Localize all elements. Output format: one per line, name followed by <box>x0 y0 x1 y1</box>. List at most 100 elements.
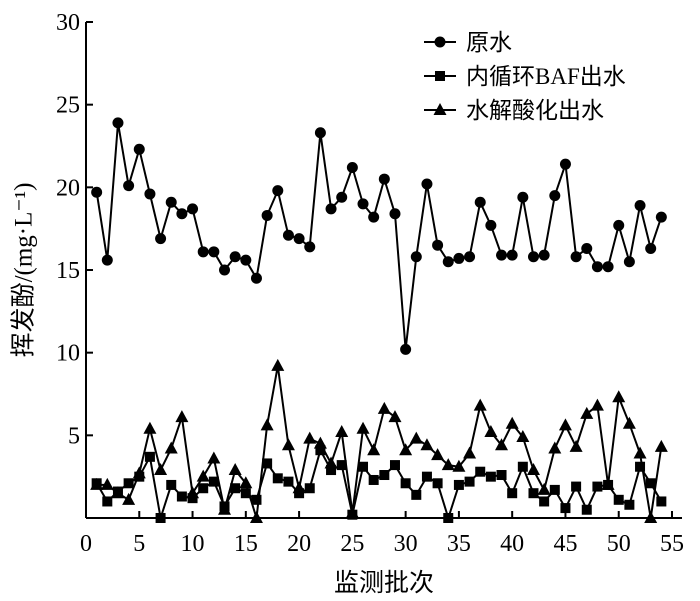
legend-entry-internal-baf-effluent: 内循环BAF出水 <box>424 64 626 89</box>
raw-water-point <box>464 251 476 263</box>
internal-baf-effluent-point <box>592 481 603 492</box>
internal-baf-effluent-point <box>571 481 582 492</box>
internal-baf-effluent-point <box>368 474 379 485</box>
series-group <box>90 117 668 523</box>
raw-water-point <box>112 117 124 129</box>
raw-water-point <box>485 219 497 231</box>
raw-water-point <box>208 246 220 258</box>
hydrolysis-acidification-effluent-point <box>399 443 413 456</box>
internal-baf-effluent-point <box>379 470 390 481</box>
hydrolysis-acidification-effluent-point <box>548 441 562 454</box>
raw-water-point <box>304 241 316 253</box>
raw-water-point <box>378 173 390 185</box>
internal-baf-effluent-point <box>453 479 464 490</box>
x-tick-label: 55 <box>660 531 684 557</box>
x-axis-title: 监测批次 <box>334 569 434 597</box>
raw-water-point <box>634 200 646 212</box>
hydrolysis-acidification-effluent-point <box>377 401 391 414</box>
raw-water-point <box>325 203 337 215</box>
internal-baf-effluent-point <box>549 484 560 495</box>
hydrolysis-acidification-effluent-point <box>239 476 253 489</box>
internal-baf-effluent-point <box>240 488 251 499</box>
internal-baf-effluent-point <box>645 478 656 489</box>
hydrolysis-acidification-effluent-point <box>452 459 466 472</box>
raw-water-point <box>240 254 252 266</box>
hydrolysis-acidification-effluent-point <box>313 436 327 449</box>
raw-water-point <box>591 261 603 273</box>
hydrolysis-acidification-effluent-point <box>654 439 668 452</box>
raw-water-point <box>410 251 422 263</box>
internal-baf-effluent-point <box>411 489 422 500</box>
hydrolysis-acidification-effluent-point <box>431 448 445 461</box>
raw-water-point <box>623 256 635 268</box>
hydrolysis-acidification-effluent-point <box>516 429 530 442</box>
raw-water-point <box>336 191 348 203</box>
legend-square-marker <box>435 71 445 81</box>
raw-water-point <box>282 229 294 241</box>
hydrolysis-acidification-effluent-point <box>633 446 647 459</box>
internal-baf-effluent-point <box>581 504 592 515</box>
x-tick-label: 30 <box>394 531 418 557</box>
raw-water-point <box>538 249 550 261</box>
internal-baf-effluent-point <box>517 461 528 472</box>
internal-baf-effluent-point <box>539 496 550 507</box>
raw-water-point <box>176 208 188 220</box>
internal-baf-effluent-point <box>251 494 262 505</box>
legend-entry-hydrolysis-acidification-effluent: 水解酸化出水 <box>424 98 604 123</box>
hydrolysis-acidification-effluent-point <box>388 410 402 423</box>
raw-water-point <box>400 343 412 355</box>
hydrolysis-acidification-effluent-point <box>601 477 615 490</box>
internal-baf-effluent-series <box>91 445 667 523</box>
internal-baf-effluent-point <box>336 460 347 471</box>
raw-water-point <box>421 178 433 190</box>
ticks: 5 10 15 20 25 30 0 5 10 15 20 25 30 35 40 45 50 55 <box>56 10 684 557</box>
hydrolysis-acidification-effluent-point <box>420 438 434 451</box>
internal-baf-effluent-point <box>358 461 369 472</box>
raw-water-point <box>645 243 657 255</box>
raw-water-point <box>123 180 135 192</box>
hydrolysis-acidification-effluent-point <box>580 406 594 419</box>
hydrolysis-acidification-effluent-point <box>644 511 658 523</box>
legend-label: 内循环BAF出水 <box>466 64 626 89</box>
y-axis-title: 挥发酚/(mg·L⁻¹) <box>10 183 38 358</box>
hydrolysis-acidification-effluent-point <box>612 390 626 403</box>
legend-label: 水解酸化出水 <box>466 98 604 123</box>
x-tick-label: 40 <box>500 531 524 557</box>
raw-water-line <box>95 121 663 351</box>
hydrolysis-acidification-effluent-point <box>186 486 200 499</box>
internal-baf-effluent-point <box>496 470 507 481</box>
internal-baf-effluent-point <box>166 479 177 490</box>
raw-water-point <box>250 272 262 284</box>
x-tick-label: 0 <box>80 531 92 557</box>
hydrolysis-acidification-effluent-point <box>175 410 189 423</box>
legend-circle-marker <box>434 36 446 48</box>
x-tick-label: 25 <box>340 531 364 557</box>
internal-baf-effluent-point <box>507 488 518 499</box>
raw-water-point <box>155 233 167 245</box>
raw-water-point <box>474 196 486 208</box>
hydrolysis-acidification-effluent-point <box>324 456 338 469</box>
raw-water-point <box>432 239 444 251</box>
raw-water-point <box>559 158 571 170</box>
hydrolysis-acidification-effluent-point <box>271 358 285 371</box>
hydrolysis-acidification-effluent-point <box>100 477 114 490</box>
internal-baf-effluent-point <box>198 483 209 494</box>
hydrolysis-acidification-effluent-point <box>526 463 540 476</box>
raw-water-point <box>581 243 593 255</box>
hydrolysis-acidification-effluent-point <box>569 439 583 452</box>
internal-baf-effluent-point <box>262 458 273 469</box>
hydrolysis-acidification-effluent-point <box>249 511 263 523</box>
hydrolysis-acidification-effluent-point <box>207 451 221 464</box>
hydrolysis-acidification-effluent-point <box>345 506 359 519</box>
x-tick-label: 50 <box>607 531 631 557</box>
hydrolysis-acidification-effluent-point <box>484 425 498 438</box>
raw-water-point <box>261 209 273 221</box>
hydrolysis-acidification-effluent-point <box>132 466 146 479</box>
legend-label: 原水 <box>466 30 512 55</box>
hydrolysis-acidification-effluent-point <box>356 421 370 434</box>
hydrolysis-acidification-effluent-point <box>260 418 274 431</box>
internal-baf-effluent-point <box>272 473 283 484</box>
x-tick-label: 15 <box>234 531 258 557</box>
y-tick-label: 25 <box>56 93 80 119</box>
